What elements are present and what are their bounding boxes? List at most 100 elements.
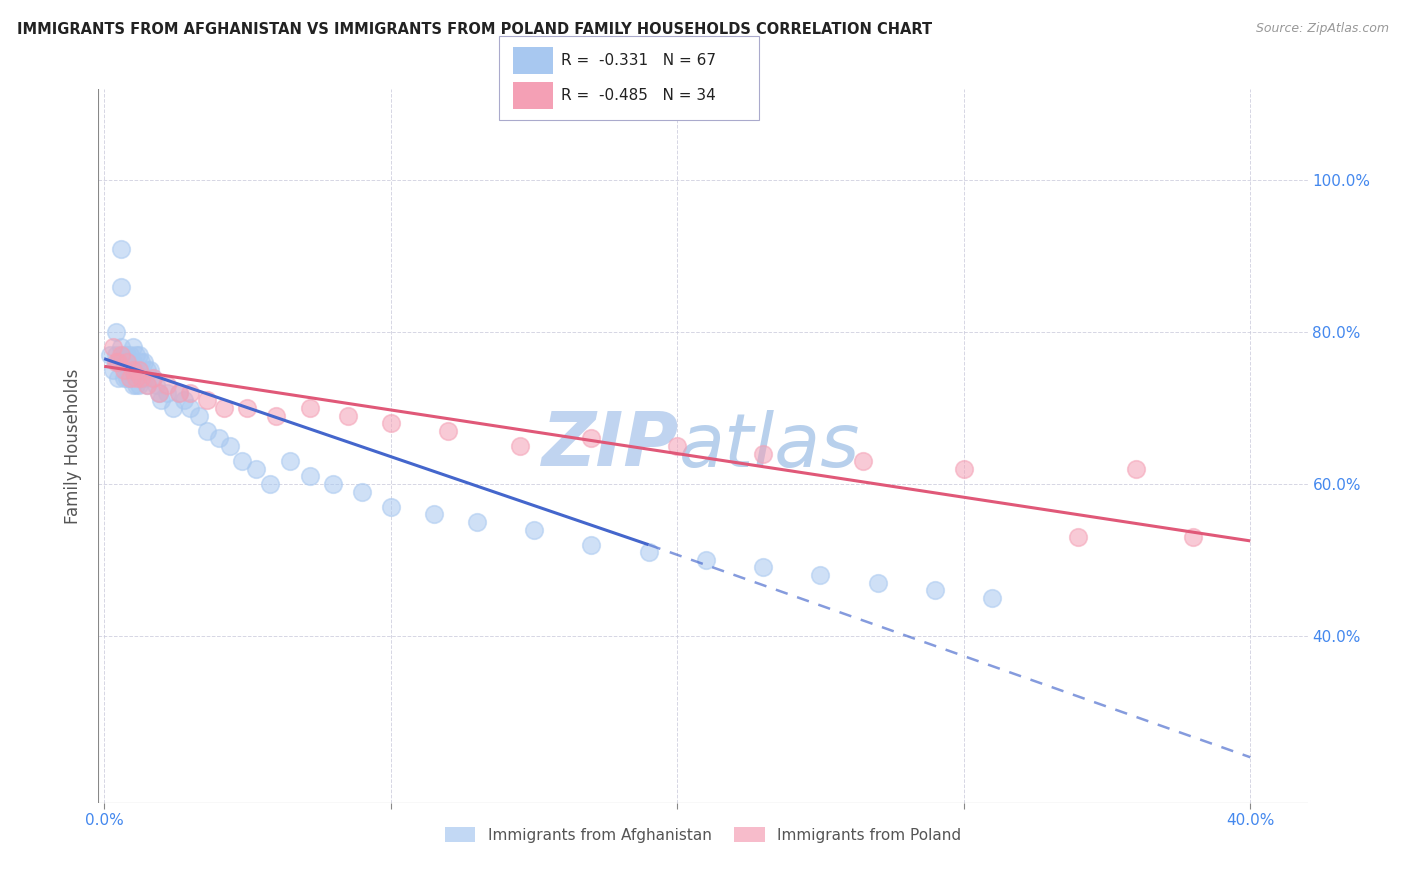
Point [322,477,344,491]
Point [112,370,135,384]
Point [134,355,156,369]
Point [136,363,159,377]
Point [107,370,129,384]
Point [236,401,259,415]
Point [167,385,190,400]
Point [350,484,373,499]
Point [666,439,689,453]
Point [121,355,143,369]
Point [637,545,659,559]
Point [104,348,127,362]
Point [179,401,201,415]
Point [128,348,150,362]
Point [124,370,146,384]
Point [131,370,153,384]
Point [167,385,190,400]
Point [299,401,322,415]
Point [156,385,179,400]
Point [852,454,875,468]
Point [148,385,170,400]
Point [752,447,775,461]
Point [136,378,159,392]
Point [156,378,179,392]
Text: R =  -0.331   N = 67: R = -0.331 N = 67 [561,53,716,68]
Legend: Immigrants from Afghanistan, Immigrants from Poland: Immigrants from Afghanistan, Immigrants … [439,821,967,848]
Point [187,409,209,423]
Point [124,378,146,392]
Point [179,385,201,400]
Text: ZIP: ZIP [541,409,679,483]
Point [866,575,889,590]
Point [150,393,173,408]
Text: IMMIGRANTS FROM AFGHANISTAN VS IMMIGRANTS FROM POLAND FAMILY HOUSEHOLDS CORRELAT: IMMIGRANTS FROM AFGHANISTAN VS IMMIGRANT… [17,22,932,37]
Point [581,431,603,445]
Point [101,340,124,354]
Point [107,355,129,369]
Point [110,340,132,354]
Point [523,523,546,537]
Y-axis label: Family Households: Family Households [65,368,83,524]
Point [128,363,150,377]
Point [465,515,488,529]
Point [245,462,267,476]
Point [509,439,531,453]
Point [145,378,167,392]
Text: R =  -0.485   N = 34: R = -0.485 N = 34 [561,88,716,103]
Point [115,348,138,362]
Point [299,469,322,483]
Point [752,560,775,574]
Point [128,363,150,377]
Point [173,393,195,408]
Point [214,401,236,415]
Point [336,409,359,423]
Point [195,424,218,438]
Point [118,355,141,369]
Point [121,363,143,377]
Point [380,500,402,514]
Point [118,348,141,362]
Point [107,355,129,369]
Point [131,370,153,384]
Point [195,393,218,408]
Point [1125,462,1147,476]
Point [148,385,170,400]
Point [139,363,162,377]
Point [131,355,153,369]
Point [124,348,146,362]
Point [134,370,156,384]
Point [112,348,135,362]
Point [101,363,124,377]
Point [1181,530,1204,544]
Point [118,370,141,384]
Point [121,340,143,354]
Point [422,508,444,522]
Point [1067,530,1090,544]
Point [112,363,135,377]
Point [952,462,974,476]
Point [208,431,231,445]
Point [142,370,165,384]
Point [981,591,1004,605]
Point [121,363,143,377]
Point [124,363,146,377]
Point [231,454,253,468]
Point [695,553,717,567]
Point [128,378,150,392]
Point [115,355,138,369]
Point [110,242,132,256]
Point [219,439,242,453]
Point [162,401,184,415]
Point [115,370,138,384]
Point [115,355,138,369]
Point [118,370,141,384]
Point [98,348,121,362]
Point [924,583,946,598]
Point [110,279,132,293]
Point [110,348,132,362]
Point [437,424,460,438]
Point [581,538,603,552]
Text: Source: ZipAtlas.com: Source: ZipAtlas.com [1256,22,1389,36]
Point [280,454,302,468]
Point [121,378,143,392]
Text: atlas: atlas [679,410,860,482]
